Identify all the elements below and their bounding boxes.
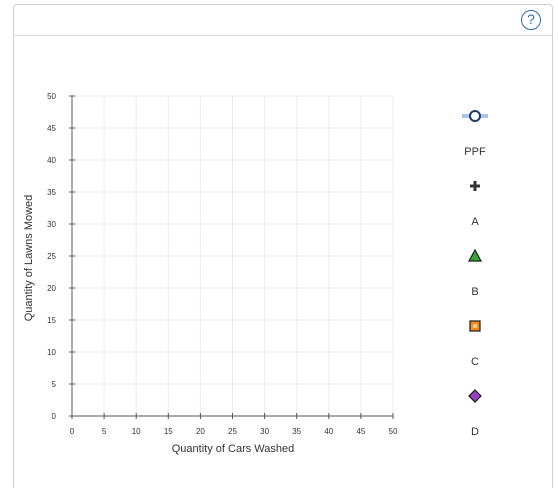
axes bbox=[69, 95, 394, 419]
drawing-tools-legend: PPF A B C D bbox=[462, 110, 488, 438]
y-tick-label: 30 bbox=[47, 220, 56, 229]
legend-label: B bbox=[471, 286, 478, 298]
legend-tool-ppf[interactable]: PPF bbox=[462, 110, 488, 158]
x-tick-label: 20 bbox=[196, 427, 205, 436]
y-tick-label: 5 bbox=[52, 380, 57, 389]
legend-label: PPF bbox=[464, 146, 486, 158]
triangle-icon bbox=[467, 248, 483, 262]
y-tick-label: 10 bbox=[47, 348, 56, 357]
graph-panel bbox=[13, 4, 553, 488]
x-tick-label: 45 bbox=[356, 427, 365, 436]
panel-divider bbox=[13, 35, 553, 36]
legend-tool-a[interactable]: A bbox=[470, 181, 480, 228]
plus-icon bbox=[470, 181, 480, 191]
x-tick-label: 5 bbox=[102, 427, 107, 436]
y-tick-label: 0 bbox=[52, 412, 57, 421]
x-tick-label: 0 bbox=[70, 427, 75, 436]
x-axis-label: Quantity of Cars Washed bbox=[172, 443, 294, 455]
x-tick-label: 40 bbox=[324, 427, 333, 436]
x-tick-label: 25 bbox=[228, 427, 237, 436]
x-tick-label: 50 bbox=[389, 427, 398, 436]
x-tick-label: 35 bbox=[292, 427, 301, 436]
grid-lines bbox=[72, 95, 394, 416]
y-tick-label: 50 bbox=[47, 92, 56, 101]
legend-tool-c[interactable]: C bbox=[469, 320, 481, 368]
y-tick-label: 25 bbox=[47, 252, 56, 261]
legend-label: C bbox=[471, 356, 479, 368]
tick-labels: 0 5 10 15 20 25 30 35 40 45 50 0 5 10 15 20 25 30 35 40 45 50 bbox=[47, 92, 398, 436]
legend-tool-d[interactable]: D bbox=[468, 389, 482, 438]
x-tick-label: 10 bbox=[132, 427, 141, 436]
legend-label: D bbox=[471, 426, 479, 438]
line-circle-icon bbox=[462, 110, 488, 122]
y-tick-label: 40 bbox=[47, 156, 56, 165]
x-tick-label: 30 bbox=[260, 427, 269, 436]
x-tick-label: 15 bbox=[164, 427, 173, 436]
square-icon bbox=[469, 320, 481, 332]
y-tick-label: 15 bbox=[47, 316, 56, 325]
y-tick-label: 35 bbox=[47, 188, 56, 197]
legend-label: A bbox=[471, 216, 479, 228]
diamond-icon bbox=[468, 389, 482, 403]
help-button[interactable]: ? bbox=[521, 10, 541, 30]
y-axis-label: Quantity of Lawns Mowed bbox=[23, 195, 35, 322]
y-tick-label: 45 bbox=[47, 124, 56, 133]
legend-tool-b[interactable]: B bbox=[467, 248, 483, 298]
y-tick-label: 20 bbox=[47, 284, 56, 293]
